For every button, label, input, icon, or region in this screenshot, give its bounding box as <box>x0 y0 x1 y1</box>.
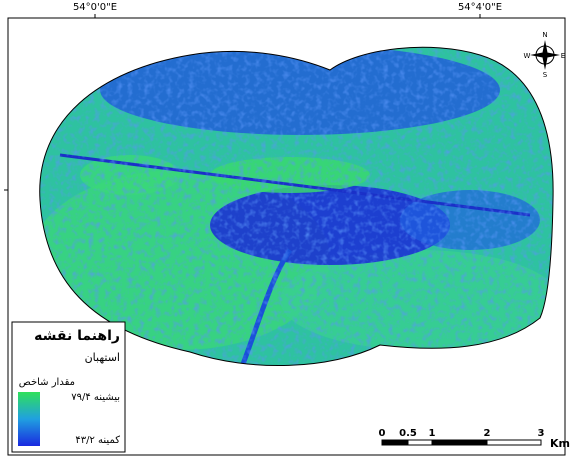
grid-label: 54°0'0"E <box>73 2 117 13</box>
legend-title: راهنما نقشه <box>34 328 120 344</box>
map: 54°0'0"E 54°4'0"E N S E W راهنما نقشه اس… <box>0 0 570 459</box>
legend-max: بیشینه ۷۹/۴ <box>71 392 120 403</box>
scale-label: 1 <box>429 428 436 439</box>
scale-label: 0 <box>379 428 386 439</box>
legend: راهنما نقشه استهبان مقدار شاخص بیشینه ۷۹… <box>12 322 125 452</box>
north-arrow: N S E W <box>524 31 566 79</box>
legend-place: استهبان <box>85 351 120 364</box>
compass-e: E <box>561 52 565 60</box>
compass-w: W <box>524 52 531 60</box>
scale-bar: 0 0.5 1 2 3 Km <box>379 428 570 450</box>
grid-label: 54°4'0"E <box>458 2 502 13</box>
legend-ramp <box>18 392 40 446</box>
scale-label: 0.5 <box>399 428 417 439</box>
compass-n: N <box>542 31 547 39</box>
legend-min: کمینه ۴۳/۲ <box>75 435 120 446</box>
compass-s: S <box>543 71 548 79</box>
scale-unit: Km <box>550 437 570 450</box>
scale-label: 3 <box>538 428 545 439</box>
scale-label: 2 <box>484 428 491 439</box>
legend-index-title: مقدار شاخص <box>19 377 75 388</box>
